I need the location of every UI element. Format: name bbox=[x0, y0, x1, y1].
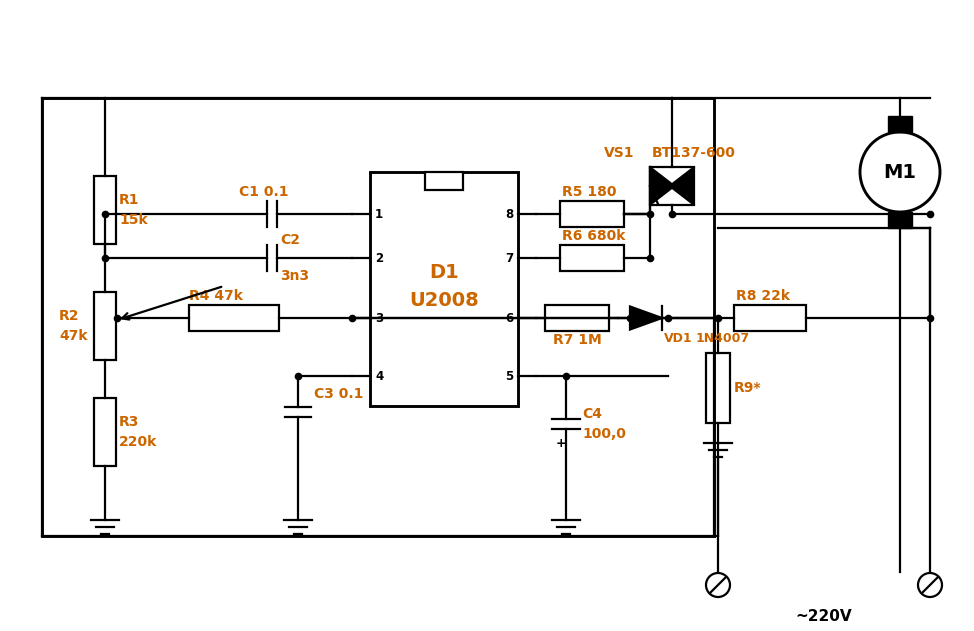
Text: R4 47k: R4 47k bbox=[189, 289, 243, 303]
Bar bbox=[560, 245, 624, 271]
Text: 100,0: 100,0 bbox=[582, 427, 626, 441]
Text: 6: 6 bbox=[505, 312, 513, 324]
Text: 7: 7 bbox=[505, 252, 513, 264]
Text: M1: M1 bbox=[883, 163, 917, 182]
Bar bbox=[734, 305, 806, 331]
Text: 15k: 15k bbox=[119, 213, 148, 227]
Text: 5: 5 bbox=[505, 370, 513, 382]
Polygon shape bbox=[630, 307, 662, 329]
Bar bbox=[888, 116, 912, 132]
Text: R1: R1 bbox=[119, 193, 139, 207]
Bar bbox=[888, 212, 912, 228]
Bar bbox=[560, 201, 624, 227]
Text: R3: R3 bbox=[119, 415, 139, 429]
Text: 220k: 220k bbox=[119, 435, 157, 449]
Text: BT137-600: BT137-600 bbox=[652, 146, 736, 160]
Bar bbox=[42, 98, 714, 536]
Text: 3n3: 3n3 bbox=[280, 269, 309, 283]
Text: R5 180: R5 180 bbox=[562, 185, 617, 199]
Bar bbox=[425, 172, 463, 190]
Text: 4: 4 bbox=[375, 370, 383, 382]
Text: 2: 2 bbox=[375, 252, 383, 264]
Text: R6 680k: R6 680k bbox=[562, 229, 625, 243]
Text: R9*: R9* bbox=[734, 381, 762, 395]
Text: R8 22k: R8 22k bbox=[736, 289, 790, 303]
Polygon shape bbox=[650, 167, 674, 204]
Text: VS1: VS1 bbox=[604, 146, 634, 160]
Text: 1: 1 bbox=[375, 208, 383, 220]
Text: C4: C4 bbox=[582, 407, 602, 421]
Text: U2008: U2008 bbox=[409, 292, 479, 310]
Bar bbox=[94, 292, 116, 360]
Text: +: + bbox=[556, 437, 566, 450]
Text: 1N4007: 1N4007 bbox=[696, 331, 750, 345]
Text: R7 1M: R7 1M bbox=[552, 333, 601, 347]
Bar bbox=[706, 353, 730, 423]
Bar bbox=[94, 176, 116, 244]
Text: 3: 3 bbox=[375, 312, 383, 324]
Bar bbox=[189, 305, 279, 331]
Text: ~220V: ~220V bbox=[796, 609, 852, 624]
Text: C3 0.1: C3 0.1 bbox=[314, 387, 363, 401]
Polygon shape bbox=[670, 167, 694, 204]
Text: D1: D1 bbox=[430, 264, 459, 283]
Text: C1 0.1: C1 0.1 bbox=[240, 185, 288, 199]
Text: VD1: VD1 bbox=[664, 331, 693, 345]
Text: 8: 8 bbox=[505, 208, 513, 220]
Text: C2: C2 bbox=[280, 233, 300, 247]
Bar bbox=[370, 172, 518, 406]
Bar bbox=[94, 398, 116, 466]
Bar bbox=[545, 305, 609, 331]
Text: R2: R2 bbox=[59, 309, 80, 323]
Text: 47k: 47k bbox=[59, 329, 88, 343]
